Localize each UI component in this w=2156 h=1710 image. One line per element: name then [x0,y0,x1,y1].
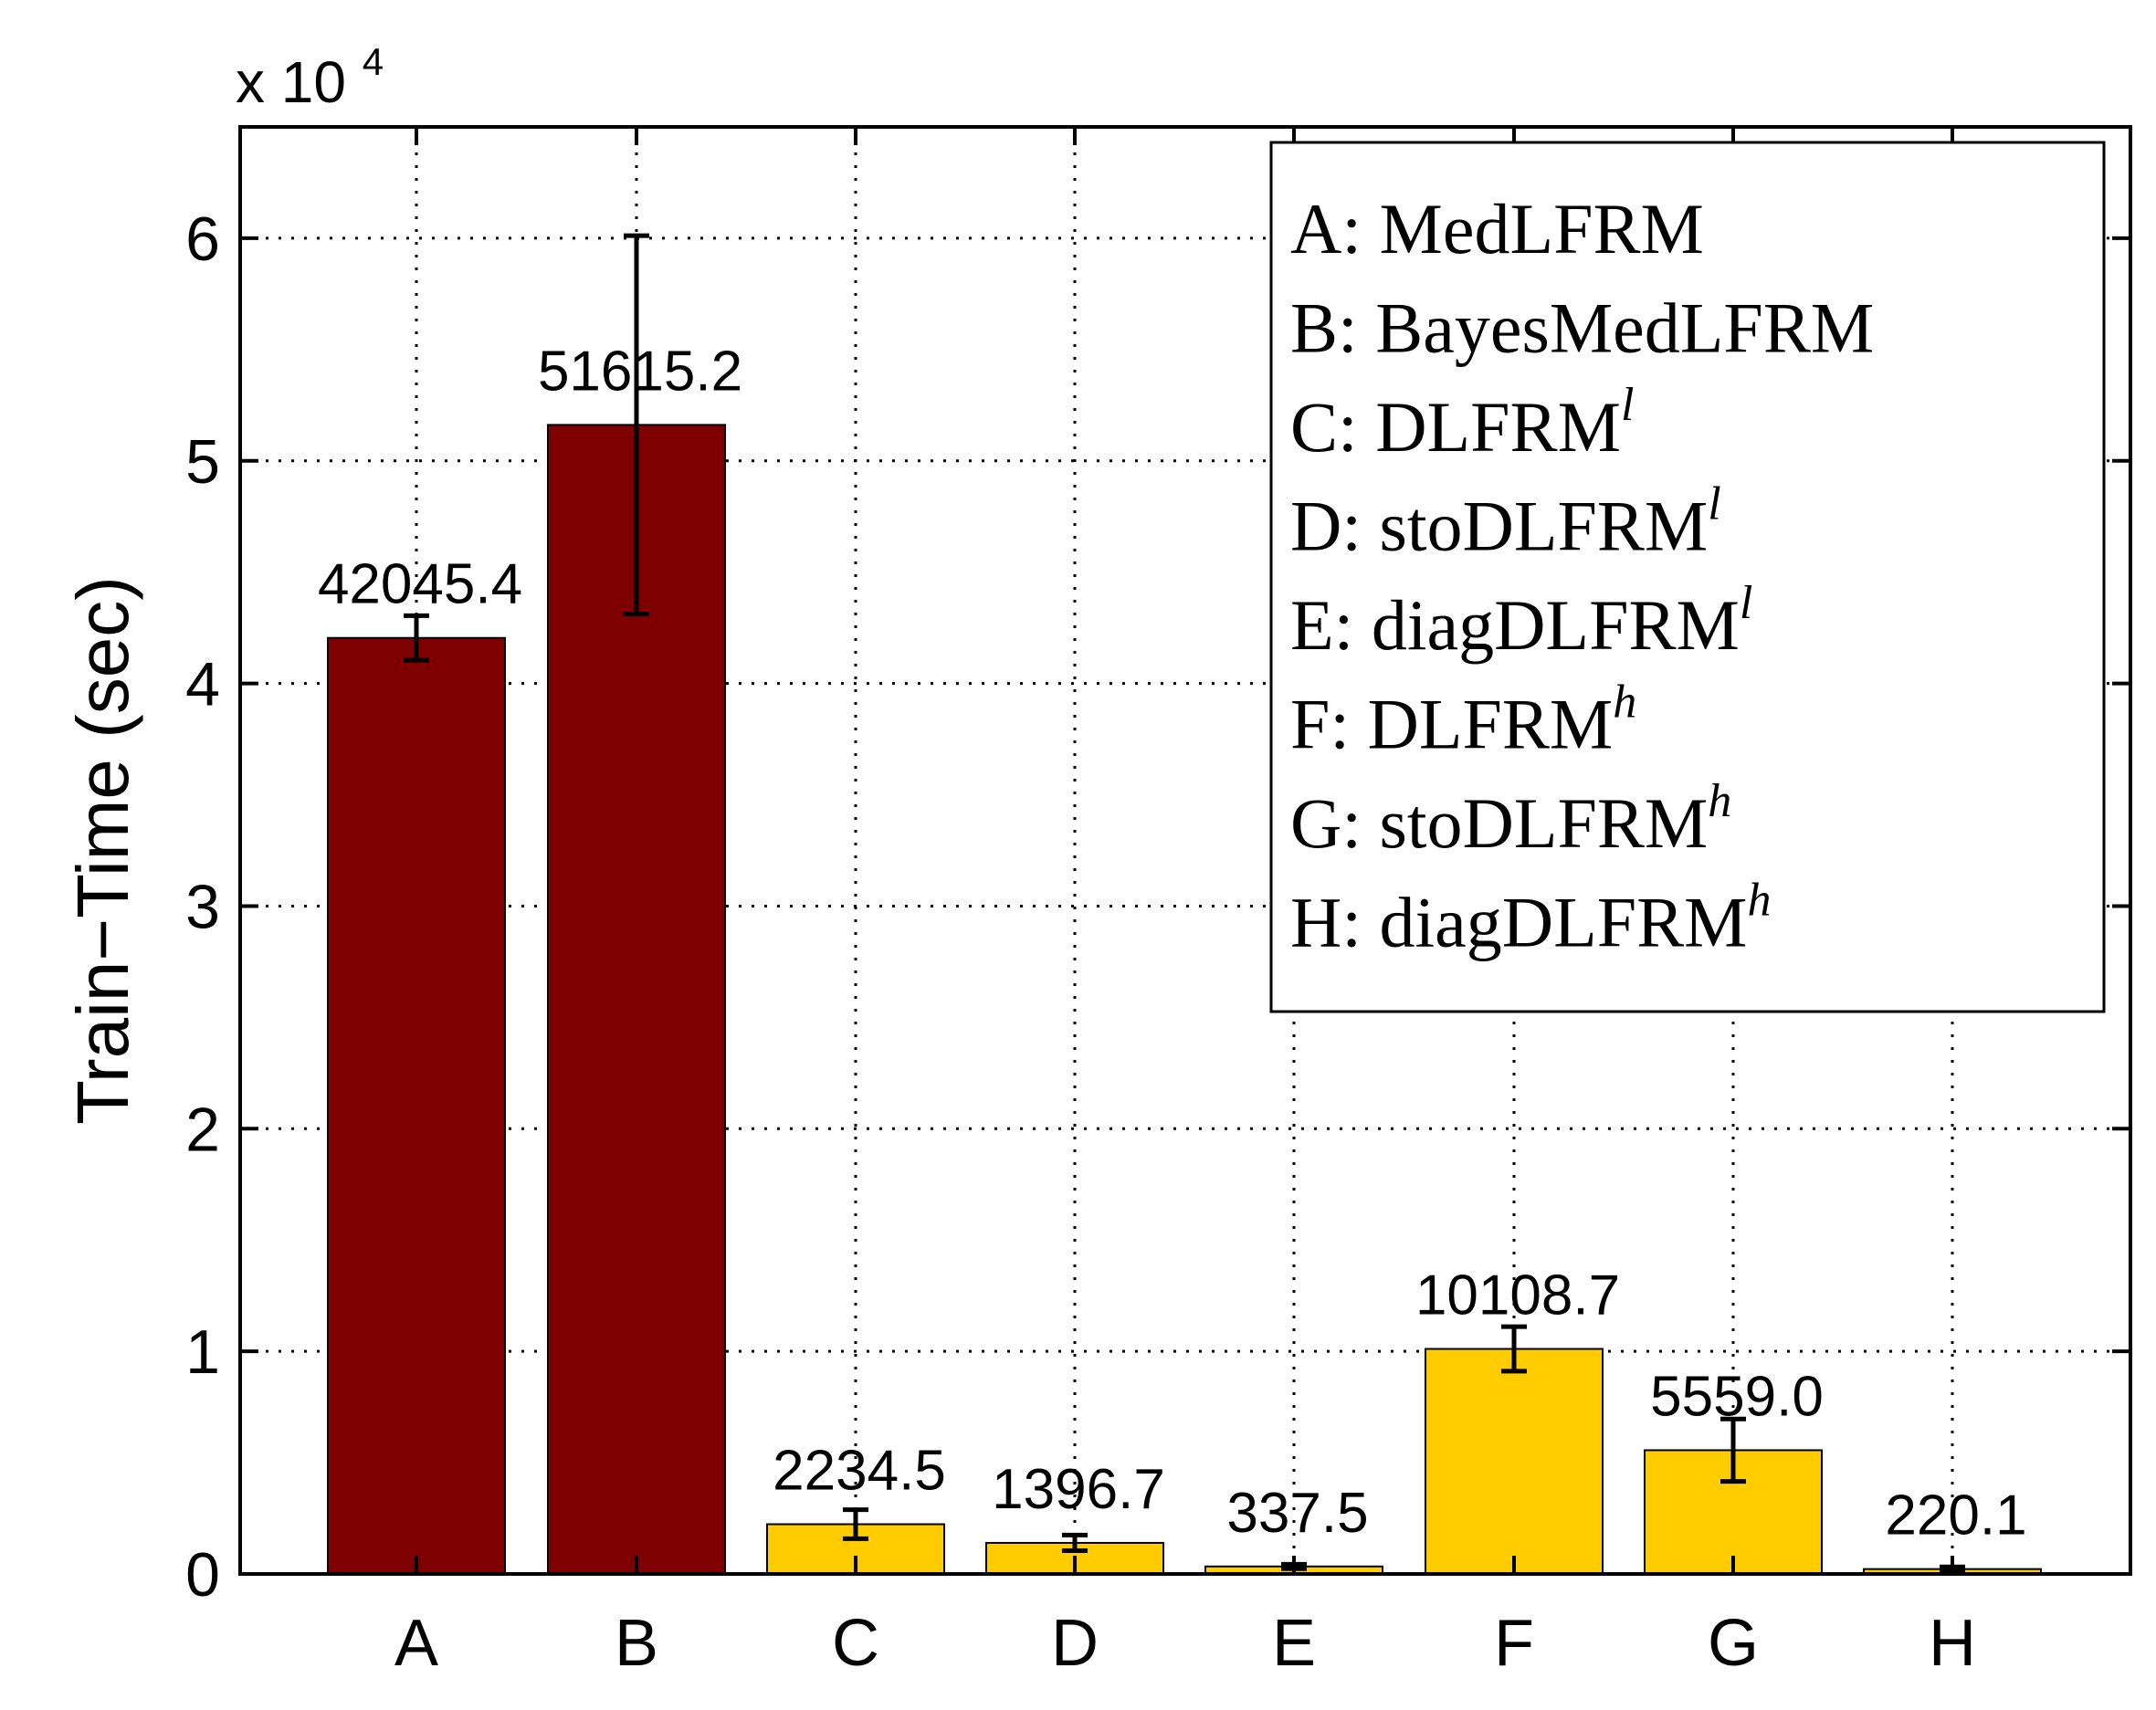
y-tick-label: 4 [185,650,220,719]
x-tick-label: H [1929,1607,1976,1680]
data-label: 337.5 [1226,1482,1368,1545]
multiplier-base: x 10 [236,49,346,115]
bar [1425,1348,1604,1576]
y-axis-label: Train−Time (sec) [62,576,143,1125]
y-tick-label: 0 [185,1540,220,1610]
x-tick-label: A [394,1607,438,1680]
x-tick-label: C [832,1607,879,1680]
plot-frame [238,125,2132,1576]
data-label: 5559.0 [1650,1365,1824,1428]
y-tick-label: 1 [185,1317,220,1387]
data-label: 42045.4 [318,553,522,616]
bar [547,424,726,1576]
y-tick-label: 5 [185,427,220,497]
y-tick-label: 6 [185,205,220,274]
x-tick-label: E [1272,1607,1316,1680]
legend-entry: A: MedLFRM [1290,189,1704,268]
legend-entry: F: DLFRMh [1290,677,1636,764]
y-axis-multiplier: x 10 4 [236,40,384,115]
x-tick-label: G [1708,1607,1759,1680]
axis-ticks: 0 1 2 3 4 5 6 A B C D E F G H [185,127,2130,1680]
data-label: 2234.5 [773,1440,946,1503]
data-label: 51615.2 [538,340,742,403]
x-tick-label: D [1051,1607,1099,1680]
y-tick-label: 2 [185,1095,220,1164]
legend-entry: C: DLFRMl [1290,379,1634,467]
bar [327,636,506,1575]
legend: A: MedLFRM B: BayesMedLFRM C: DLFRMl D: sto… [1269,141,2106,1013]
data-label: 220.1 [1885,1484,2026,1547]
x-tick-label: B [615,1607,658,1680]
y-tick-label: 3 [185,872,220,941]
legend-entry: H: diagDLFRMh [1290,875,1772,962]
legend-entry: G: stoDLFRMh [1290,775,1731,863]
data-label: 10108.7 [1415,1264,1620,1327]
x-tick-label: F [1494,1607,1534,1680]
value-labels: 42045.4 51615.2 2234.5 1396.7 337.5 10108.7 55… [318,340,2027,1547]
legend-entry: D: stoDLFRMl [1290,478,1721,566]
multiplier-exponent: 4 [363,40,384,83]
data-label: 1396.7 [992,1458,1165,1521]
legend-entry: B: BayesMedLFRM [1290,288,1874,368]
legend-box [1269,141,2106,1013]
legend-entry: E: diagDLFRMl [1290,577,1752,665]
